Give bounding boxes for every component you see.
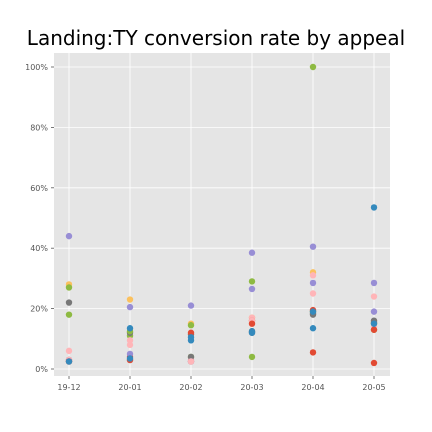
y-tick-label: 0% (35, 365, 48, 374)
data-point (248, 353, 256, 361)
data-point (370, 320, 378, 327)
data-point (309, 243, 317, 250)
data-point (65, 299, 73, 306)
data-point (248, 249, 256, 256)
data-point (370, 326, 378, 333)
data-point (65, 284, 73, 291)
x-tick-label: 20-03 (240, 383, 263, 392)
data-point (309, 325, 317, 332)
x-tick-label: 20-05 (362, 383, 385, 392)
data-point (248, 278, 256, 285)
plot-area (54, 53, 390, 376)
data-point (248, 320, 256, 327)
data-point (187, 329, 195, 336)
y-tick-label: 20% (30, 305, 48, 314)
data-point (187, 358, 195, 365)
data-point (309, 308, 317, 315)
data-point (126, 341, 134, 349)
data-point (65, 358, 73, 365)
data-point (65, 311, 73, 318)
data-point (248, 285, 256, 293)
data-point (187, 302, 195, 309)
data-point (65, 347, 73, 355)
data-point (309, 63, 317, 71)
data-point (187, 353, 195, 361)
data-point (65, 232, 73, 240)
data-point (309, 349, 317, 356)
y-tick-label: 80% (30, 123, 48, 132)
data-point (309, 279, 317, 287)
x-tick-label: 20-04 (301, 383, 324, 392)
data-point (126, 303, 134, 311)
y-axis-ticks: 0% 20% 40% 60% 80% 100% (25, 63, 54, 374)
data-point (370, 279, 378, 287)
data-point (126, 355, 134, 362)
data-points (65, 63, 378, 367)
y-tick-label: 40% (30, 244, 48, 253)
y-tick-label: 60% (30, 184, 48, 193)
x-tick-label: 20-02 (179, 383, 202, 392)
data-point (309, 290, 317, 297)
data-point (248, 329, 256, 336)
data-point (187, 322, 195, 329)
chart-title: Landing:TY conversion rate by appeal (26, 26, 406, 50)
x-axis-ticks: 19-12 20-01 20-02 20-03 20-04 20-05 (57, 376, 386, 392)
data-point (309, 272, 317, 279)
data-point (126, 350, 134, 358)
data-point (370, 293, 378, 300)
data-point (370, 204, 378, 211)
data-point (126, 296, 134, 303)
data-point (370, 308, 378, 315)
x-tick-label: 19-12 (57, 383, 80, 392)
data-point (187, 334, 195, 341)
data-point (126, 325, 134, 332)
x-tick-label: 20-01 (118, 383, 141, 392)
data-point (126, 337, 134, 344)
y-tick-label: 100% (25, 63, 48, 72)
data-point (370, 359, 378, 367)
